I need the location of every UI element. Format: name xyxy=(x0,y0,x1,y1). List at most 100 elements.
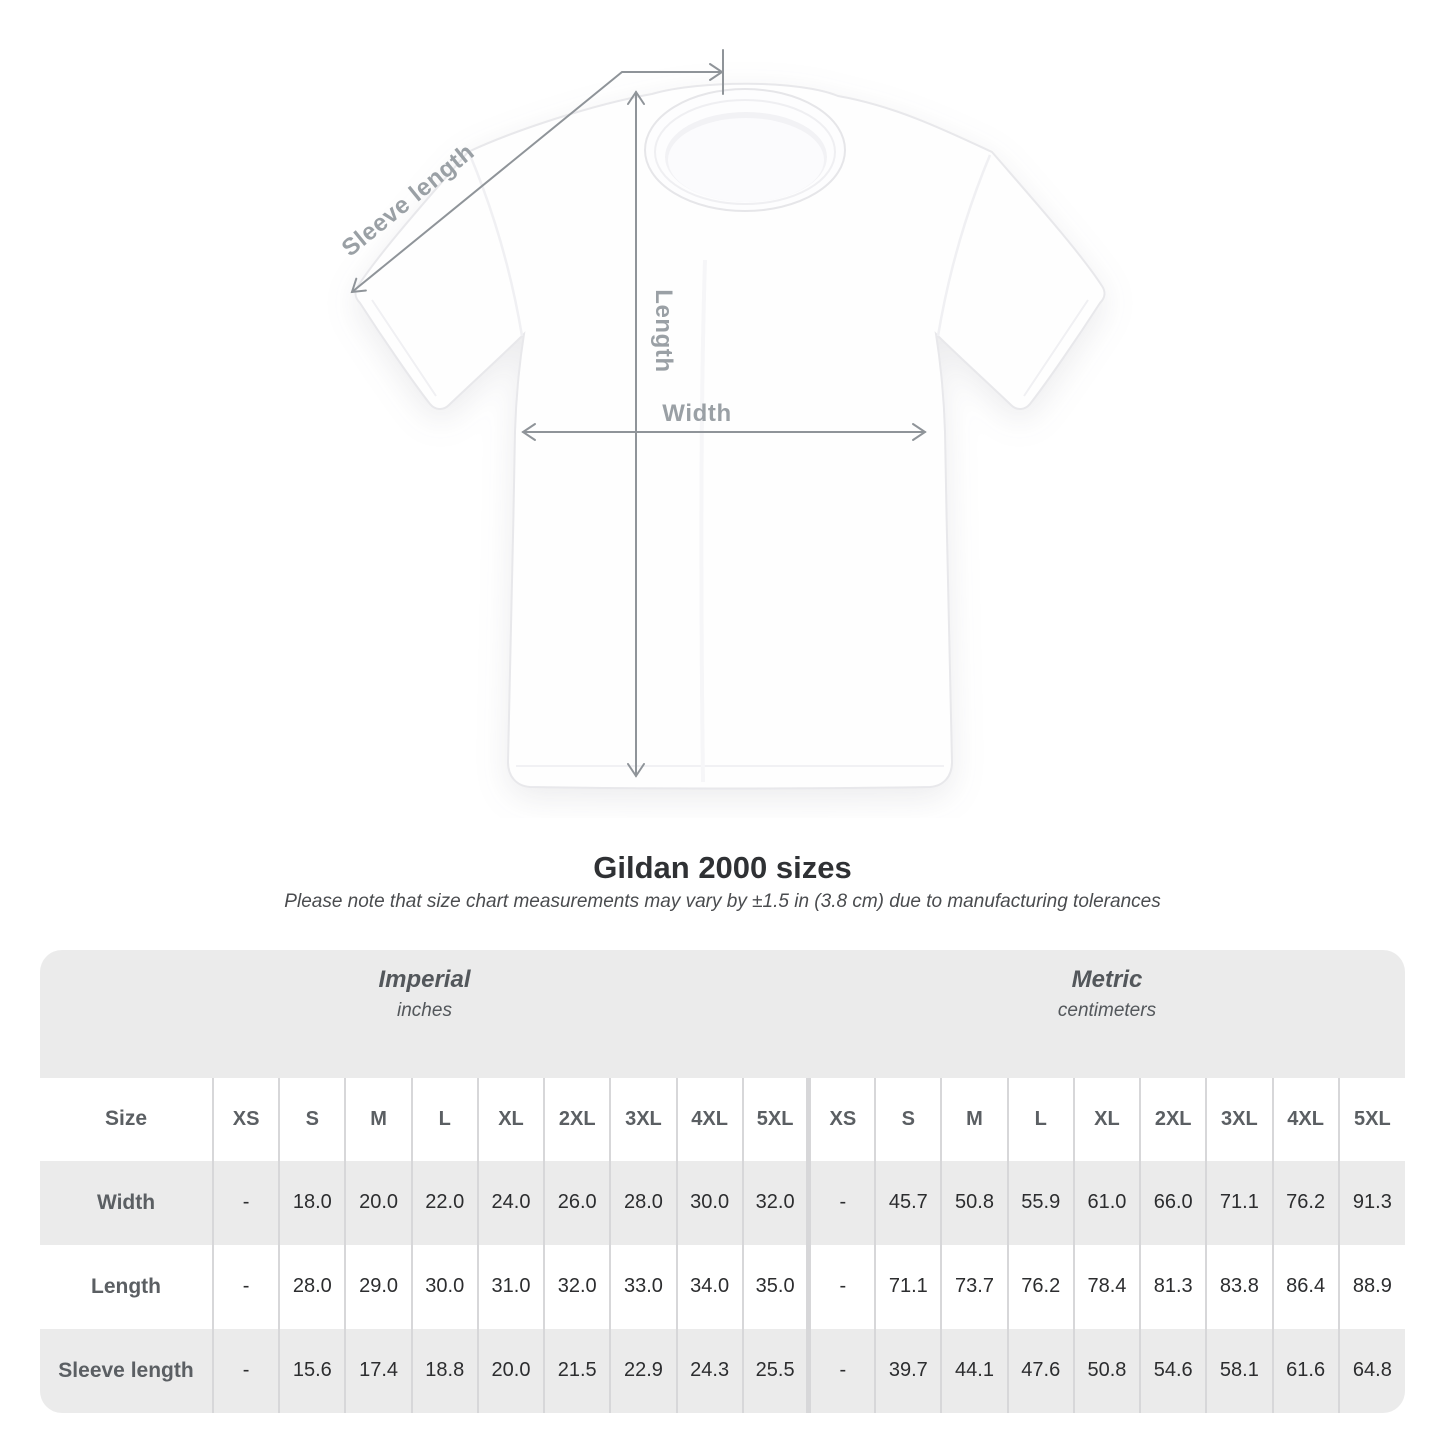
value-cell: - xyxy=(806,1244,876,1329)
value-cell: 24.0 xyxy=(476,1160,545,1245)
right-cuff-stitch xyxy=(1023,299,1089,397)
size-header-cell: L xyxy=(1006,1077,1074,1161)
value-cell: 47.6 xyxy=(1006,1328,1074,1413)
size-column-header: Size xyxy=(40,1077,213,1161)
value-cell: - xyxy=(806,1328,876,1413)
value-cell: 61.0 xyxy=(1072,1160,1141,1245)
value-cell: 32.0 xyxy=(741,1160,809,1245)
page-title: Gildan 2000 sizes xyxy=(593,850,852,885)
metric-unit-label: centimeters xyxy=(1057,999,1157,1021)
size-header-cell: 4XL xyxy=(675,1077,743,1161)
size-header-cell: 2XL xyxy=(543,1077,611,1161)
size-header-cell: S xyxy=(278,1077,346,1161)
value-cell: - xyxy=(211,1244,280,1329)
size-header-cell: L xyxy=(410,1077,478,1161)
value-cell: 26.0 xyxy=(543,1160,611,1245)
value-cell: 66.0 xyxy=(1139,1160,1207,1245)
measurement-row: Length -28.0 29.0 30.0 31.0 32.0 33.0 34.0 35.0-… xyxy=(40,1244,1405,1329)
value-cell: - xyxy=(806,1160,876,1245)
value-cell: 33.0 xyxy=(609,1244,677,1329)
value-cell: 35.0 xyxy=(741,1244,809,1329)
value-cell: 32.0 xyxy=(543,1244,611,1329)
value-cell: 86.4 xyxy=(1271,1244,1339,1329)
value-cell: 20.0 xyxy=(476,1328,545,1413)
value-cell: 64.8 xyxy=(1337,1328,1405,1413)
value-cell: 29.0 xyxy=(344,1244,412,1329)
value-cell: 34.0 xyxy=(675,1244,743,1329)
tshirt-size-diagram: Sleeve length Length Width xyxy=(337,49,1106,790)
metric-section-header: Metric centimeters xyxy=(808,949,1405,1078)
width-arrowhead-right xyxy=(912,423,927,441)
row-label: Width xyxy=(40,1160,213,1245)
value-cell: 58.1 xyxy=(1205,1328,1273,1413)
sleeve-length-arrow xyxy=(351,71,723,293)
size-header-row: Size XS S M L XL 2XL 3XL 4XL 5XL XS S M L XL 2XL 3XL 4XL 5… xyxy=(40,1077,1405,1161)
value-cell: 30.0 xyxy=(675,1160,743,1245)
value-cell: 45.7 xyxy=(874,1160,942,1245)
size-header-cell: S xyxy=(874,1077,942,1161)
value-cell: 71.1 xyxy=(1205,1160,1273,1245)
tshirt-photo: Sleeve length Length Width xyxy=(337,49,1106,790)
value-cell: 44.1 xyxy=(940,1328,1008,1413)
left-armhole-seam xyxy=(468,154,524,337)
value-cell: 28.0 xyxy=(278,1244,346,1329)
value-cell: 50.8 xyxy=(940,1160,1008,1245)
units-header-row: Imperial inches Metric centimeters xyxy=(40,949,1405,1078)
metric-label: Metric xyxy=(1071,965,1143,993)
value-cell: 55.9 xyxy=(1006,1160,1074,1245)
value-cell: 22.9 xyxy=(609,1328,677,1413)
row-label: Sleeve length xyxy=(40,1328,213,1413)
right-armhole-seam xyxy=(936,154,992,337)
tshirt-body xyxy=(354,82,1106,790)
measurement-row: Width -18.0 20.0 22.0 24.0 26.0 28.0 30.0 32.0-4… xyxy=(40,1160,1405,1245)
collar-inner-rim xyxy=(668,118,824,202)
collar-stitch xyxy=(654,99,836,205)
size-header-cell: XL xyxy=(1072,1077,1141,1161)
size-header-cell: 3XL xyxy=(609,1077,677,1161)
size-header-cell: 2XL xyxy=(1139,1077,1207,1161)
size-header-cell: M xyxy=(940,1077,1008,1161)
value-cell: 91.3 xyxy=(1337,1160,1405,1245)
value-cell: 31.0 xyxy=(476,1244,545,1329)
value-cell: 54.6 xyxy=(1139,1328,1207,1413)
value-cell: 39.7 xyxy=(874,1328,942,1413)
value-cell: 22.0 xyxy=(410,1160,478,1245)
length-arrowhead-top xyxy=(627,90,645,105)
sleeve-arrowhead-right xyxy=(709,63,724,81)
value-cell: 15.6 xyxy=(278,1328,346,1413)
size-table-container: Imperial inches Metric centimeters Size X… xyxy=(40,949,1405,1413)
size-header-cell: 3XL xyxy=(1205,1077,1273,1161)
imperial-unit-label: inches xyxy=(397,999,452,1021)
value-cell: 30.0 xyxy=(410,1244,478,1329)
size-header-cell: 4XL xyxy=(1271,1077,1339,1161)
length-arrowhead-bottom xyxy=(627,763,645,778)
value-cell: 50.8 xyxy=(1072,1328,1141,1413)
value-cell: 83.8 xyxy=(1205,1244,1273,1329)
width-label: Width xyxy=(662,400,731,427)
tolerance-note: Please note that size chart measurements… xyxy=(284,891,1161,912)
value-cell: 73.7 xyxy=(940,1244,1008,1329)
size-table: Imperial inches Metric centimeters Size X… xyxy=(40,949,1405,1413)
value-cell: 61.6 xyxy=(1271,1328,1339,1413)
size-header-cell: M xyxy=(344,1077,412,1161)
left-cuff-stitch xyxy=(371,299,437,397)
value-cell: - xyxy=(211,1160,280,1245)
width-arrowhead-left xyxy=(521,423,536,441)
size-header-cell: XL xyxy=(476,1077,545,1161)
value-cell: 18.0 xyxy=(278,1160,346,1245)
value-cell: 18.8 xyxy=(410,1328,478,1413)
value-cell: 81.3 xyxy=(1139,1244,1207,1329)
value-cell: 17.4 xyxy=(344,1328,412,1413)
value-cell: 24.3 xyxy=(675,1328,743,1413)
value-cell: 25.5 xyxy=(741,1328,809,1413)
tshirt-graphic xyxy=(354,82,1106,790)
measurement-annotations xyxy=(350,49,927,778)
size-header-cell: XS xyxy=(211,1077,280,1161)
value-cell: - xyxy=(211,1328,280,1413)
body-crease xyxy=(699,259,707,783)
value-cell: 71.1 xyxy=(874,1244,942,1329)
sleeve-arrowhead-left xyxy=(350,277,367,294)
value-cell: 78.4 xyxy=(1072,1244,1141,1329)
value-cell: 20.0 xyxy=(344,1160,412,1245)
value-cell: 76.2 xyxy=(1271,1160,1339,1245)
